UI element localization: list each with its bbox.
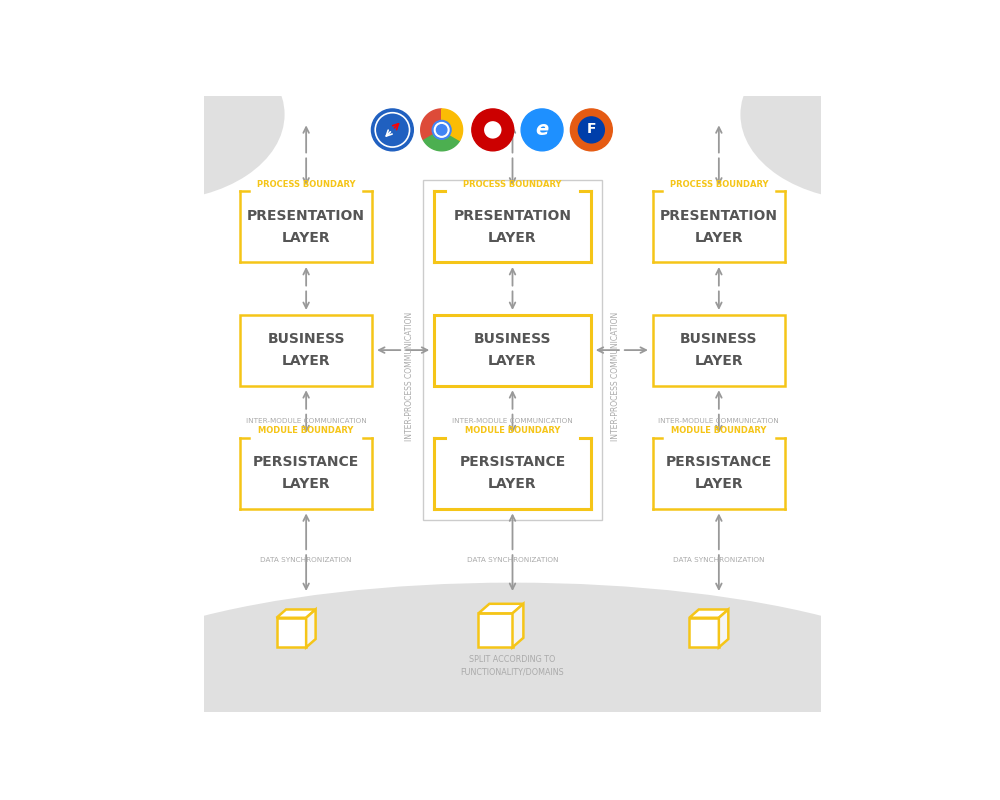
Circle shape (436, 125, 447, 135)
Text: MODULE BOUNDARY: MODULE BOUNDARY (258, 426, 354, 435)
Bar (435, 192, 590, 262)
Ellipse shape (740, 28, 999, 201)
Text: PROCESS BOUNDARY: PROCESS BOUNDARY (257, 180, 355, 189)
Circle shape (472, 109, 514, 151)
Polygon shape (306, 610, 316, 647)
Polygon shape (442, 109, 463, 140)
Bar (423, 180, 602, 520)
Text: DATA SYNCHRONIZATION: DATA SYNCHRONIZATION (467, 557, 558, 563)
Text: INTER-MODULE COMMUNICATION: INTER-MODULE COMMUNICATION (246, 418, 367, 424)
Bar (241, 438, 372, 508)
Polygon shape (277, 618, 306, 647)
Text: INTER-PROCESS COMMUNICATION: INTER-PROCESS COMMUNICATION (611, 312, 620, 441)
Text: PRESENTATION
LAYER: PRESENTATION LAYER (454, 209, 572, 245)
Bar (241, 192, 372, 262)
Ellipse shape (50, 582, 974, 800)
Bar (434, 314, 591, 386)
Ellipse shape (485, 118, 500, 142)
Text: PERSISTANCE
LAYER: PERSISTANCE LAYER (459, 455, 566, 491)
Text: PERSISTANCE
LAYER: PERSISTANCE LAYER (253, 455, 359, 491)
Polygon shape (689, 618, 719, 647)
Polygon shape (512, 604, 523, 647)
Polygon shape (689, 610, 728, 618)
Text: MODULE BOUNDARY: MODULE BOUNDARY (671, 426, 767, 435)
Text: MODULE BOUNDARY: MODULE BOUNDARY (465, 426, 560, 435)
Circle shape (434, 122, 449, 138)
Text: PROCESS BOUNDARY: PROCESS BOUNDARY (463, 180, 562, 189)
Bar (653, 192, 784, 262)
Text: PROCESS BOUNDARY: PROCESS BOUNDARY (670, 180, 768, 189)
Polygon shape (421, 109, 442, 140)
Bar (653, 438, 784, 508)
Bar (240, 314, 372, 386)
Bar (653, 314, 785, 386)
Text: INTER-MODULE COMMUNICATION: INTER-MODULE COMMUNICATION (658, 418, 779, 424)
Text: INTER-PROCESS COMMUNICATION: INTER-PROCESS COMMUNICATION (405, 312, 414, 441)
Text: DATA SYNCHRONIZATION: DATA SYNCHRONIZATION (673, 557, 765, 563)
Text: SPLIT ACCORDING TO
FUNCTIONALITY/DOMAINS: SPLIT ACCORDING TO FUNCTIONALITY/DOMAINS (461, 654, 564, 676)
Circle shape (371, 109, 413, 151)
Bar (435, 438, 590, 508)
Text: BUSINESS
LAYER: BUSINESS LAYER (474, 332, 551, 368)
Circle shape (480, 117, 506, 143)
Text: INTER-MODULE COMMUNICATION: INTER-MODULE COMMUNICATION (452, 418, 573, 424)
Circle shape (578, 117, 604, 143)
Polygon shape (424, 130, 460, 151)
Text: PRESENTATION
LAYER: PRESENTATION LAYER (247, 209, 365, 245)
Polygon shape (277, 610, 316, 618)
Text: BUSINESS
LAYER: BUSINESS LAYER (267, 332, 345, 368)
Text: DATA SYNCHRONIZATION: DATA SYNCHRONIZATION (260, 557, 352, 563)
Text: PRESENTATION
LAYER: PRESENTATION LAYER (660, 209, 778, 245)
Circle shape (432, 121, 451, 139)
Text: F: F (587, 122, 596, 136)
Polygon shape (719, 610, 728, 647)
Circle shape (570, 109, 612, 151)
Text: PERSISTANCE
LAYER: PERSISTANCE LAYER (666, 455, 772, 491)
Polygon shape (478, 604, 523, 614)
Polygon shape (478, 614, 512, 647)
Ellipse shape (26, 28, 285, 201)
Text: e: e (535, 120, 549, 139)
Circle shape (521, 109, 563, 151)
Text: BUSINESS
LAYER: BUSINESS LAYER (680, 332, 758, 368)
